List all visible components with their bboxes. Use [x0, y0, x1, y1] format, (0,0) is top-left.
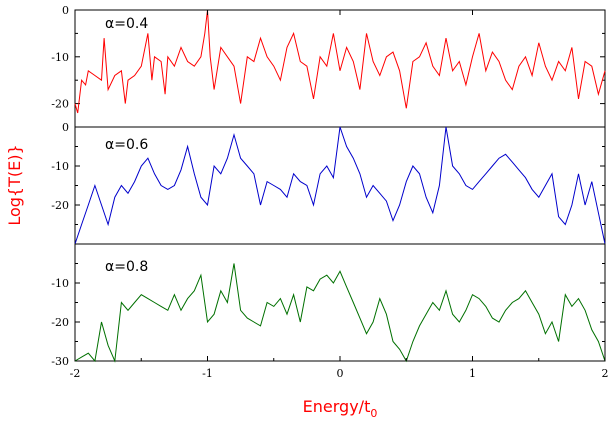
y-tick-label: -20: [51, 199, 69, 212]
panel-middle-series-line: [74, 126, 606, 245]
panel-top: 0 -10 -20 α=0.4: [51, 4, 606, 128]
x-tick-label: -1: [202, 367, 213, 380]
panel-bottom: -10 -20 -30 α=0.8: [51, 243, 606, 368]
panel-middle-yticks: 0 -10 -20: [51, 121, 605, 225]
x-tick-label: 0: [337, 367, 344, 380]
x-tick-label: 1: [469, 367, 476, 380]
y-tick-label: -20: [51, 98, 69, 111]
x-axis-title-subscript: 0: [370, 407, 377, 420]
y-tick-label: -20: [51, 316, 69, 329]
y-tick-label: 0: [62, 121, 69, 134]
x-axis-title: Energy/t0: [303, 397, 378, 420]
panel-top-series-line: [74, 9, 606, 114]
x-tick-label: -2: [70, 367, 81, 380]
y-axis-title: Log{T(E)}: [5, 144, 24, 225]
x-tick-label: 2: [602, 367, 609, 380]
panel-bottom-yticks: -10 -20 -30: [51, 263, 605, 368]
y-tick-label: -10: [51, 277, 69, 290]
panel-middle: 0 -10 -20 α=0.6: [51, 121, 606, 245]
y-tick-label: -30: [51, 355, 69, 368]
panel-top-yticks: 0 -10 -20: [51, 4, 605, 111]
panel-middle-label: α=0.6: [105, 137, 148, 153]
panel-middle-frame: [74, 126, 606, 245]
x-axis-title-main: Energy/t: [303, 397, 371, 416]
panel-top-label: α=0.4: [105, 16, 148, 32]
y-tick-label: -10: [51, 51, 69, 64]
y-tick-label: 0: [62, 4, 69, 17]
panel-bottom-series-line: [74, 263, 606, 363]
x-axis-ticks: -2 -1 0 1 2: [70, 10, 609, 380]
panel-bottom-label: α=0.8: [105, 259, 148, 275]
y-tick-label: -10: [51, 160, 69, 173]
